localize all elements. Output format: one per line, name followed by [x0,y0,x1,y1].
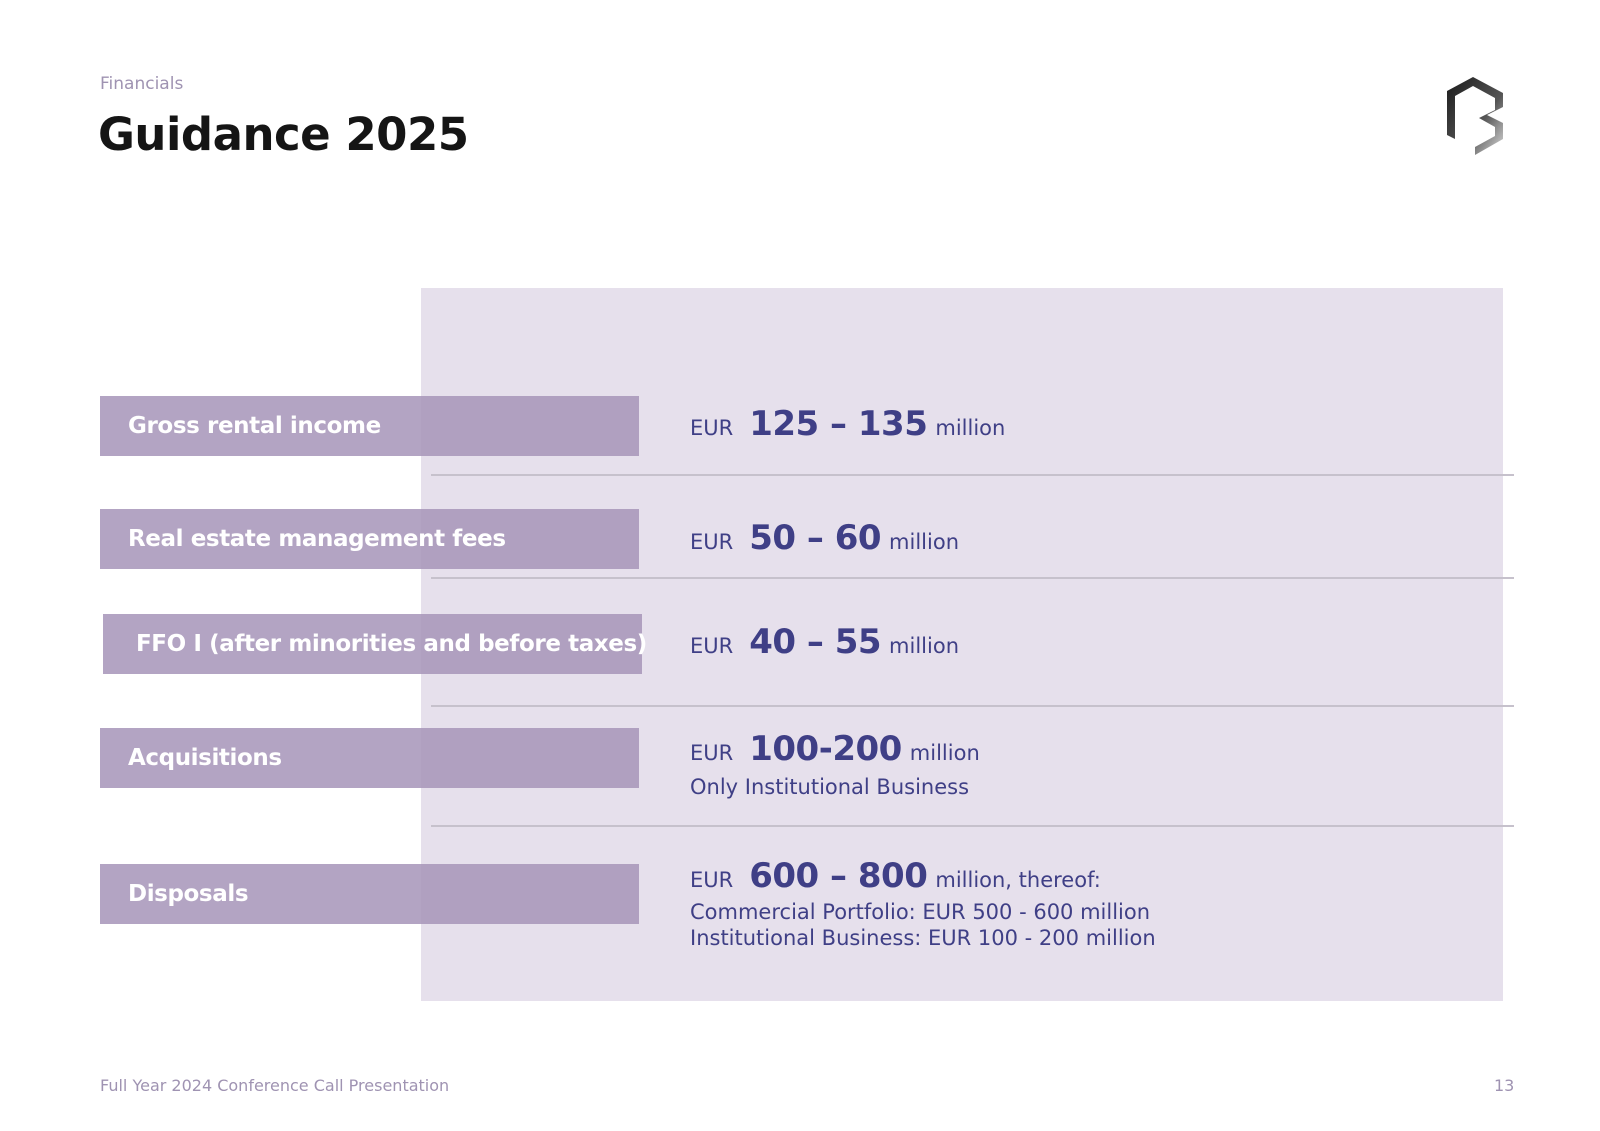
value-acquisitions: EUR 100-200 million [690,729,980,769]
divider [431,474,1514,476]
range-value: 600 – 800 [749,856,928,896]
label-gross-rental-income: Gross rental income [100,396,639,456]
page-number: 13 [1494,1076,1515,1095]
range-value: 40 – 55 [749,622,882,662]
range-value: 50 – 60 [749,518,882,558]
label-acquisitions: Acquisitions [100,728,639,788]
label-disposals: Disposals [100,864,639,924]
divider [431,705,1514,707]
disposals-note-institutional: Institutional Business: EUR 100 - 200 mi… [690,926,1156,950]
disposals-note-commercial: Commercial Portfolio: EUR 500 - 600 mill… [690,900,1151,924]
value-disposals: EUR 600 – 800 million, thereof: [690,856,1101,896]
divider [431,577,1514,579]
value-gross-rental-income: EUR 125 – 135 million [690,404,1005,444]
page-title: Guidance 2025 [98,108,469,161]
unit-label: million [889,634,959,658]
currency-label: EUR [690,530,734,554]
value-ffo-i: EUR 40 – 55 million [690,622,959,662]
acquisitions-note: Only Institutional Business [690,775,970,799]
company-logo-icon [1447,77,1503,155]
currency-label: EUR [690,741,734,765]
label-ffo-i: FFO I (after minorities and before taxes… [103,614,647,674]
currency-label: EUR [690,416,734,440]
range-value: 100-200 [749,729,902,769]
label-real-estate-management-fees: Real estate management fees [100,509,639,569]
unit-label: million [889,530,959,554]
unit-label: million [909,741,980,765]
unit-label: million, thereof: [935,868,1101,892]
section-label: Financials [100,74,184,94]
unit-label: million [935,416,1006,440]
currency-label: EUR [690,634,734,658]
divider [431,825,1514,827]
value-real-estate-management-fees: EUR 50 – 60 million [690,518,959,558]
footer-presentation-title: Full Year 2024 Conference Call Presentat… [100,1076,450,1095]
range-value: 125 – 135 [749,404,928,444]
currency-label: EUR [690,868,734,892]
